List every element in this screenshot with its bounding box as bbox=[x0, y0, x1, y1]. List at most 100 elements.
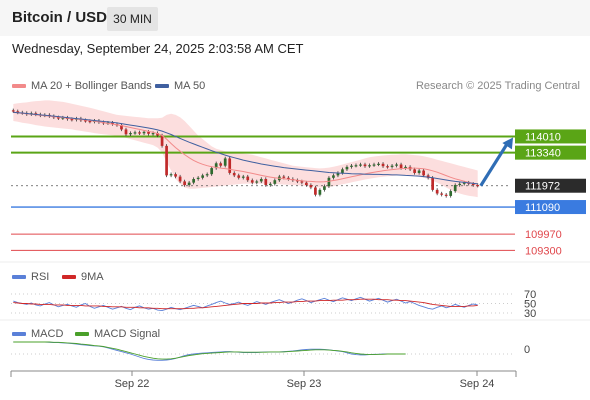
ma50-line bbox=[13, 111, 478, 185]
candle-body bbox=[305, 182, 308, 186]
candle-body bbox=[332, 175, 335, 178]
candle-body bbox=[431, 177, 435, 190]
candle-body bbox=[282, 176, 286, 178]
candle-body bbox=[458, 183, 462, 186]
rsi-ma-legend-label: 9MA bbox=[81, 271, 104, 283]
candle-body bbox=[440, 193, 444, 195]
candle-body bbox=[169, 174, 173, 176]
candle-body bbox=[476, 185, 480, 187]
candle-body bbox=[377, 163, 380, 165]
candle-body bbox=[178, 176, 182, 182]
candle-body bbox=[395, 164, 398, 166]
level-label-target: 109300 bbox=[525, 245, 562, 257]
time-axis-label: Sep 23 bbox=[287, 378, 322, 390]
candle-body bbox=[111, 122, 114, 125]
level-tag-resistance bbox=[515, 129, 586, 144]
candle-body bbox=[399, 164, 403, 169]
candle-body bbox=[246, 176, 250, 181]
candle-body bbox=[241, 176, 245, 178]
candle-body bbox=[426, 175, 430, 178]
timestamp: Wednesday, September 24, 2025 2:03:58 AM… bbox=[12, 41, 304, 56]
candle-body bbox=[390, 165, 394, 167]
candle-body bbox=[120, 125, 123, 130]
candle-body bbox=[219, 163, 223, 166]
candle-body bbox=[192, 179, 195, 183]
rsi-tick-label: 70 bbox=[524, 289, 536, 301]
macd-signal-line bbox=[13, 341, 406, 360]
time-axis-label: Sep 22 bbox=[115, 378, 150, 390]
candle-body bbox=[214, 163, 218, 169]
level-label-last: 111972 bbox=[525, 181, 560, 193]
candle-body bbox=[417, 170, 421, 173]
candle-body bbox=[435, 189, 439, 194]
candle-body bbox=[386, 166, 389, 168]
level-label-resistance: 113340 bbox=[525, 148, 561, 160]
chart-header: Bitcoin / USD 30 MIN bbox=[0, 0, 590, 36]
candle-body bbox=[345, 166, 349, 170]
candle-body bbox=[323, 186, 326, 190]
rsi-tick-label: 50 bbox=[524, 299, 536, 311]
candle-body bbox=[422, 170, 425, 176]
candle-body bbox=[368, 165, 371, 167]
interval-button[interactable]: 30 MIN bbox=[107, 7, 158, 31]
ma50-legend: MA 50 bbox=[155, 80, 205, 92]
rsi-legend-label: RSI bbox=[31, 271, 50, 283]
candle-body bbox=[381, 163, 385, 167]
candle-body bbox=[183, 181, 186, 186]
time-axis-label: Sep 24 bbox=[460, 378, 495, 390]
candle-body bbox=[453, 185, 457, 192]
rsi-ma-line bbox=[13, 298, 478, 310]
candle-body bbox=[142, 131, 146, 134]
level-label-target: 109970 bbox=[525, 229, 562, 241]
candle-body bbox=[201, 175, 205, 178]
ma50-legend-label: MA 50 bbox=[174, 80, 206, 92]
candle-body bbox=[16, 111, 20, 113]
candle-body bbox=[444, 194, 448, 196]
candle-body bbox=[133, 132, 137, 134]
candle-body bbox=[413, 169, 416, 173]
ma50-swatch bbox=[155, 84, 169, 89]
candle-body bbox=[84, 120, 87, 122]
candle-body bbox=[232, 172, 236, 176]
candle-body bbox=[11, 110, 15, 112]
candle-body bbox=[196, 177, 200, 179]
candle-body bbox=[300, 181, 304, 183]
candle-body bbox=[268, 183, 272, 186]
candle-body bbox=[70, 119, 74, 121]
level-tag-support bbox=[515, 200, 586, 215]
candle-body bbox=[61, 117, 65, 119]
candle-body bbox=[309, 185, 313, 188]
rsi-ma-swatch bbox=[62, 275, 76, 280]
candle-body bbox=[34, 113, 38, 115]
copyright-text: Research © 2025 Trading Central bbox=[415, 80, 580, 92]
candle-body bbox=[327, 177, 331, 187]
ma20-legend-label: MA 20 + Bollinger Bands bbox=[31, 80, 152, 92]
candle-body bbox=[174, 174, 177, 177]
forecast-arrow bbox=[479, 141, 510, 187]
level-tag-resistance bbox=[515, 145, 586, 160]
pair-title: Bitcoin / USD bbox=[12, 9, 108, 26]
candle-body bbox=[404, 166, 407, 169]
macd-tick-label: 0 bbox=[524, 344, 530, 356]
level-label-resistance: 114010 bbox=[525, 131, 561, 143]
macd-legend: MACD bbox=[12, 328, 63, 340]
ma20-swatch bbox=[12, 84, 26, 89]
candle-body bbox=[124, 129, 128, 135]
level-tag-last bbox=[515, 178, 586, 193]
candle-body bbox=[354, 165, 358, 167]
candle-body bbox=[223, 158, 227, 166]
rsi-swatch bbox=[12, 275, 26, 280]
rsi-tick-label: 30 bbox=[524, 308, 536, 320]
candle-body bbox=[372, 164, 376, 166]
candle-body bbox=[147, 131, 150, 134]
candle-body bbox=[296, 180, 299, 182]
candle-body bbox=[160, 135, 164, 146]
level-label-support: 111090 bbox=[525, 202, 560, 214]
candle-body bbox=[462, 182, 466, 184]
candle-body bbox=[255, 181, 259, 183]
macd-swatch bbox=[12, 332, 26, 337]
forecast-arrow-head bbox=[502, 137, 513, 150]
candle-body bbox=[237, 175, 241, 178]
candle-body bbox=[314, 187, 317, 195]
